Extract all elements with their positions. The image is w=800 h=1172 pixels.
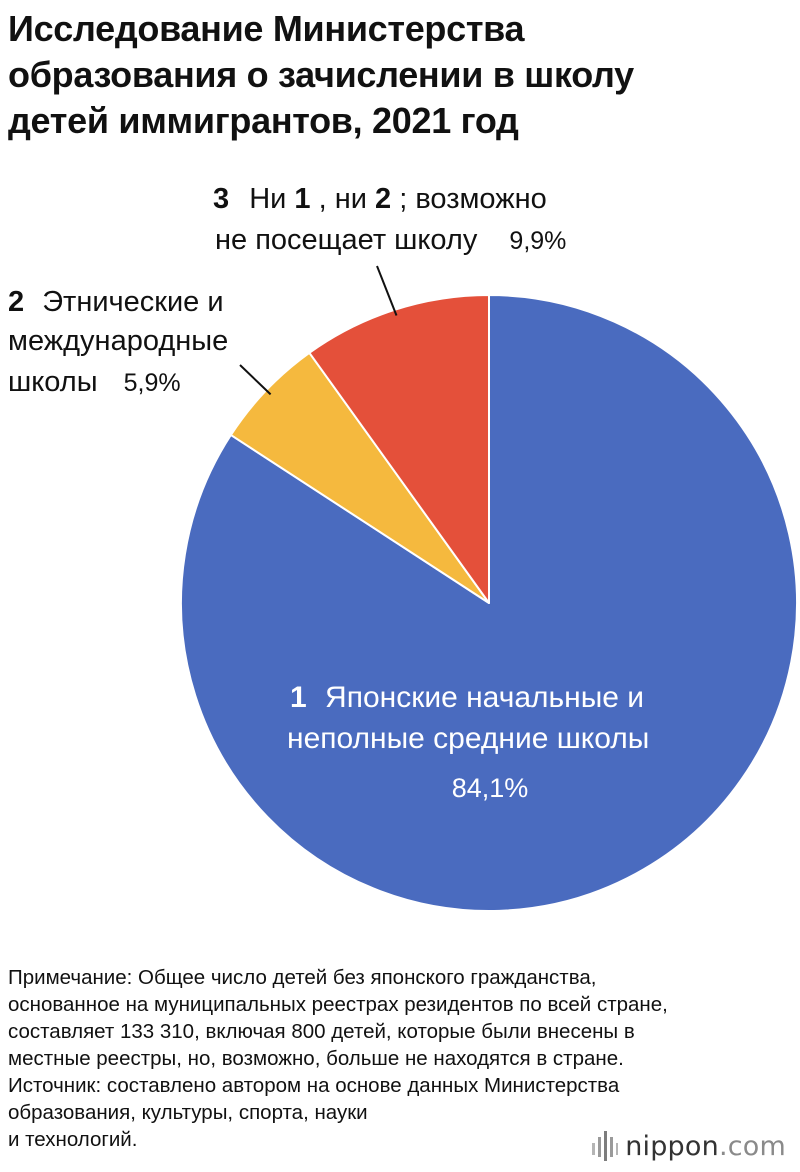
slice-2-value-label: 5,9% [124, 369, 181, 397]
slice-2-label: 2 Этнические и международные школы 5,9% [8, 286, 228, 398]
nippon-bars-icon [592, 1131, 619, 1161]
chart-title-line-1: Исследование Министерства [8, 8, 525, 49]
slice-1-value-label: 84,1% [452, 773, 529, 803]
slice-1-label: 1 Японские начальные и неполные средние … [287, 681, 649, 803]
slice-2-label-line-1: 2 Этнические и [8, 286, 224, 318]
slice-3-name-line-2: не посещает школу [215, 224, 478, 256]
source-line-2: образования, культуры, спорта, науки [8, 1101, 368, 1124]
slice-3-part-4: ; возможно [399, 183, 547, 215]
slice-2-name-line-3: школы [8, 366, 98, 398]
footnote: Примечание: Общее число детей без японск… [8, 964, 788, 1153]
nippon-logo: nippon.com [592, 1126, 786, 1166]
slice-3-part-2: , ни [319, 183, 375, 215]
source-line-1: Источник: составлено автором на основе д… [8, 1074, 620, 1097]
slice-3-number: 3 [213, 183, 229, 215]
note-line-1: Примечание: Общее число детей без японск… [8, 966, 597, 989]
leader-lines [239, 265, 398, 396]
slice-2-number: 2 [8, 286, 24, 318]
chart-title: Исследование Министерства образования о … [8, 6, 788, 144]
slice-3-part-1: 1 [294, 183, 310, 215]
slice-3-label-line-2: не посещает школу 9,9% [215, 224, 566, 256]
slice-3-part-0: Ни [249, 183, 294, 215]
brand-name: nippon [625, 1130, 719, 1162]
slice-3-label: 3 Ни 1 , ни 2 ; возможно не посещает шко… [213, 183, 566, 256]
slice-2-name-line-2: международные [8, 325, 228, 357]
slice-1-name-line-2: неполные средние школы [287, 722, 649, 755]
slice-3-label-line-1: 3 Ни 1 , ни 2 ; возможно [213, 183, 547, 215]
slice-1-name-line-1: Японские начальные и [325, 681, 644, 714]
nippon-logo-text: nippon.com [625, 1131, 786, 1162]
note-line-2: основанное на муниципальных реестрах рез… [8, 993, 668, 1016]
leader-line-slice-2 [239, 364, 272, 396]
slice-2-name-line-1: Этнические и [42, 286, 223, 318]
pie-slice-1 [180, 294, 798, 912]
pie-slices [180, 294, 798, 912]
leader-line-slice-3 [376, 265, 398, 316]
note-line-4: местные реестры, но, возможно, больше не… [8, 1047, 624, 1070]
slice-3-value-label: 9,9% [509, 227, 566, 255]
slice-3-part-3: 2 [375, 183, 391, 215]
note-line-3: составляет 133 310, включая 800 детей, к… [8, 1020, 635, 1043]
chart-title-line-3: детей иммигрантов, 2021 год [8, 100, 519, 141]
slice-1-number: 1 [290, 681, 307, 714]
slice-1-label-line-1: 1 Японские начальные и [290, 681, 644, 714]
brand-suffix: .com [718, 1130, 786, 1162]
source-line-3: и технологий. [8, 1128, 138, 1151]
slice-2-label-line-3: школы 5,9% [8, 366, 181, 398]
chart-title-line-2: образования о зачислении в школу [8, 54, 634, 95]
